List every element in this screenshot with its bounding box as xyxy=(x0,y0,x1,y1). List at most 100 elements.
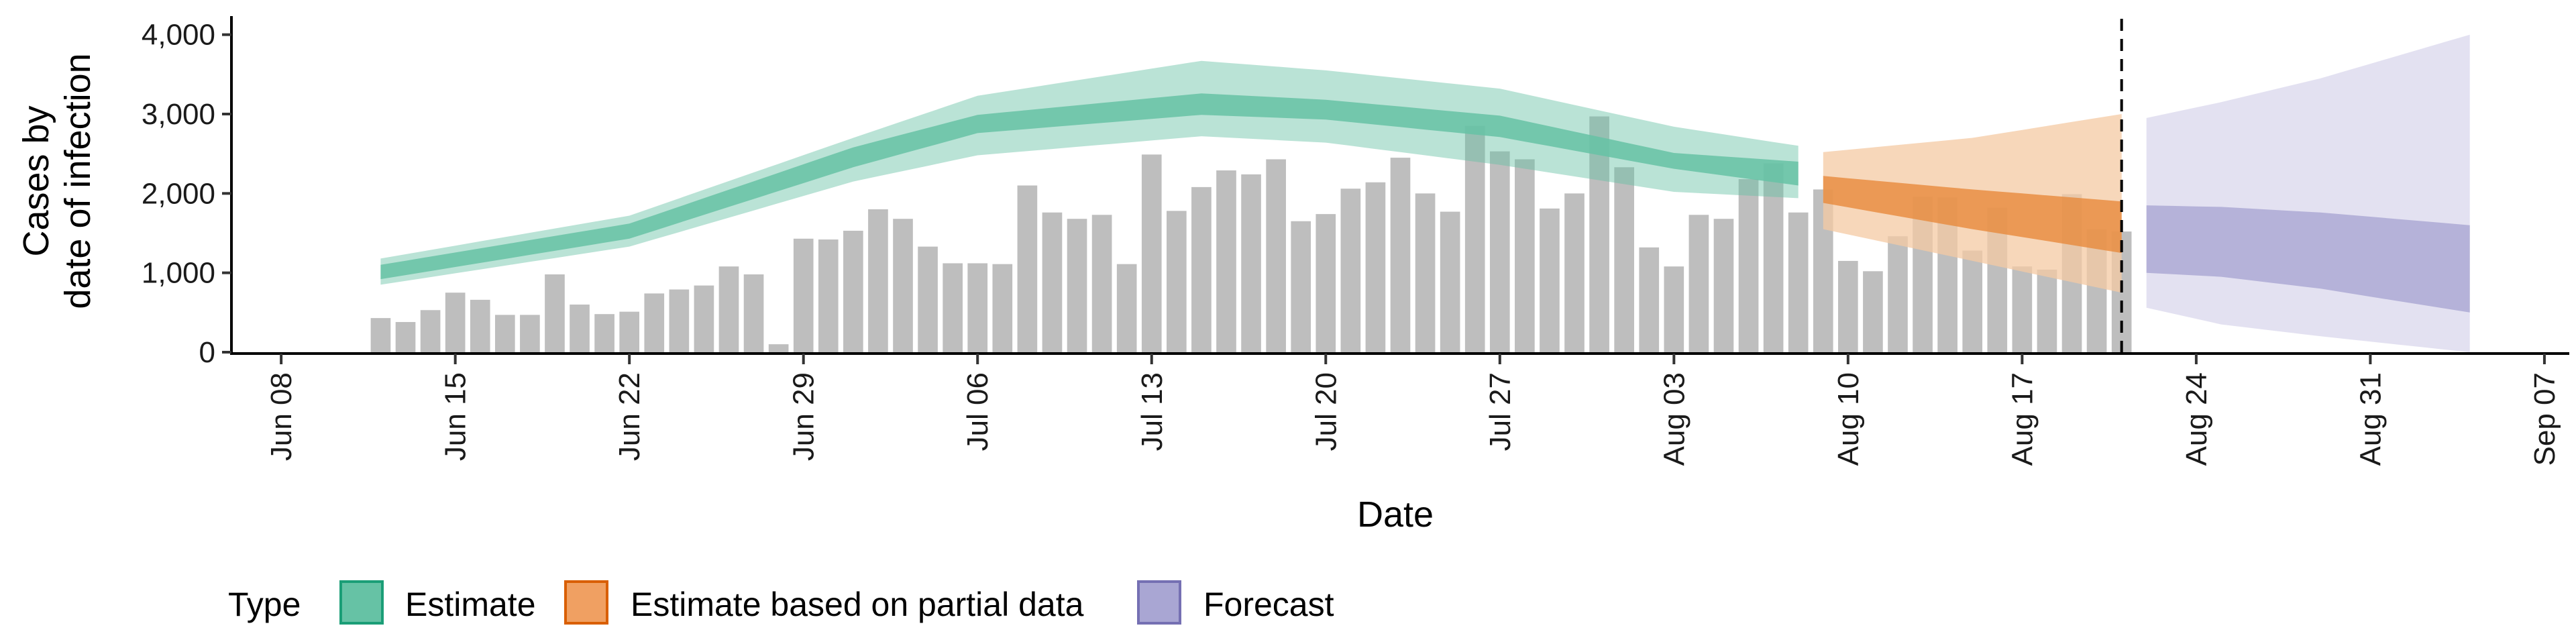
bar-27 xyxy=(1042,212,1063,352)
y-tick-label-0: 0 xyxy=(199,336,215,369)
bar-34 xyxy=(1216,170,1236,352)
y-axis-ticks: 0 1,000 2,000 3,000 4,000 xyxy=(142,19,231,369)
bar-60 xyxy=(1863,271,1883,352)
bar-64 xyxy=(1962,250,1983,352)
y-axis-title-line-1: Cases by xyxy=(16,105,56,256)
band-50-2 xyxy=(2146,205,2470,313)
x-tick-label-9: Aug 10 xyxy=(1832,372,1865,466)
bar-3 xyxy=(445,292,466,352)
bar-13 xyxy=(694,285,714,352)
bar-20 xyxy=(868,209,888,352)
bar-47 xyxy=(1540,208,1560,352)
bar-57 xyxy=(1788,212,1809,352)
bar-50 xyxy=(1614,167,1634,353)
x-tick-label-7: Jul 27 xyxy=(1484,372,1517,451)
axes xyxy=(230,16,2569,355)
legend-title: Type xyxy=(228,586,301,623)
x-tick-label-0: Jun 08 xyxy=(265,372,298,461)
bar-24 xyxy=(967,263,988,352)
bar-40 xyxy=(1365,182,1386,352)
bar-67 xyxy=(2037,269,2057,352)
bar-48 xyxy=(1564,193,1585,352)
bar-28 xyxy=(1067,219,1087,352)
bar-8 xyxy=(570,305,590,352)
legend-label-forecast: Forecast xyxy=(1203,586,1334,623)
bar-59 xyxy=(1838,260,1858,352)
bar-36 xyxy=(1266,159,1286,352)
bar-41 xyxy=(1390,158,1411,353)
x-axis-ticks: Jun 08 Jun 15 Jun 22 Jun 29 Jul 06 Jul 13 Jul … xyxy=(265,354,2561,466)
y-tick-label-4: 4,000 xyxy=(142,19,215,52)
bars-layer xyxy=(370,116,2132,353)
bar-51 xyxy=(1639,247,1660,352)
legend-label-partial-estimate: Estimate based on partial data xyxy=(631,586,1084,623)
bar-38 xyxy=(1316,214,1336,352)
bar-14 xyxy=(718,266,739,352)
bar-1 xyxy=(395,322,416,352)
bar-15 xyxy=(743,274,764,352)
x-tick-label-13: Sep 07 xyxy=(2528,372,2561,466)
bar-17 xyxy=(793,238,814,352)
bar-25 xyxy=(992,264,1013,352)
bar-29 xyxy=(1091,215,1112,352)
x-tick-label-5: Jul 13 xyxy=(1136,372,1169,451)
bar-66 xyxy=(2012,266,2033,352)
bar-0 xyxy=(370,318,391,352)
bar-42 xyxy=(1415,193,1436,352)
bar-43 xyxy=(1440,211,1460,352)
bar-2 xyxy=(420,310,441,352)
bar-39 xyxy=(1340,189,1361,352)
bar-55 xyxy=(1738,179,1759,352)
bar-23 xyxy=(943,263,963,352)
legend-swatch-estimate xyxy=(339,580,384,625)
y-tick-label-1: 1,000 xyxy=(142,257,215,290)
x-tick-label-3: Jun 29 xyxy=(788,372,820,461)
x-tick-label-12: Aug 31 xyxy=(2354,372,2387,466)
x-tick-label-6: Jul 20 xyxy=(1309,372,1342,451)
bar-21 xyxy=(893,219,913,352)
bar-56 xyxy=(1763,163,1784,352)
x-tick-label-8: Aug 03 xyxy=(1658,372,1690,466)
legend-swatch-forecast xyxy=(1137,580,1181,625)
bands-layer xyxy=(380,34,2470,352)
bar-6 xyxy=(520,315,540,352)
bar-32 xyxy=(1167,211,1187,352)
bar-10 xyxy=(619,311,640,352)
x-tick-label-4: Jul 06 xyxy=(961,372,994,451)
band-90-0 xyxy=(380,60,1799,285)
band-50-1 xyxy=(1823,176,2122,254)
bar-61 xyxy=(1888,236,1908,352)
bar-26 xyxy=(1017,185,1038,352)
y-axis-title-line-2: date of infection xyxy=(58,53,98,309)
x-tick-label-11: Aug 24 xyxy=(2180,372,2213,466)
legend: Type Estimate Estimate based on partial … xyxy=(228,580,1334,625)
y-tick-label-3: 3,000 xyxy=(142,98,215,131)
bar-33 xyxy=(1191,186,1212,352)
bar-30 xyxy=(1116,264,1137,352)
bar-12 xyxy=(669,289,690,352)
bar-54 xyxy=(1713,219,1734,352)
bar-46 xyxy=(1515,159,1535,352)
bar-7 xyxy=(545,274,565,352)
bar-45 xyxy=(1489,151,1510,352)
x-tick-label-1: Jun 15 xyxy=(439,372,472,461)
bar-53 xyxy=(1688,215,1709,352)
bar-37 xyxy=(1291,221,1311,352)
x-tick-label-10: Aug 17 xyxy=(2006,372,2039,466)
bar-5 xyxy=(494,315,515,352)
bar-19 xyxy=(843,230,863,352)
bar-52 xyxy=(1664,266,1684,352)
legend-swatch-partial-estimate xyxy=(564,580,608,625)
bar-31 xyxy=(1141,154,1162,352)
x-tick-label-2: Jun 22 xyxy=(613,372,646,461)
bar-18 xyxy=(818,239,839,352)
bar-35 xyxy=(1241,174,1261,352)
x-axis-title: Date xyxy=(1357,494,1434,535)
bar-16 xyxy=(768,344,789,352)
bar-44 xyxy=(1464,125,1485,352)
bar-11 xyxy=(644,293,665,352)
bar-9 xyxy=(594,314,614,352)
y-tick-label-2: 2,000 xyxy=(142,177,215,210)
legend-label-estimate: Estimate xyxy=(405,586,536,623)
